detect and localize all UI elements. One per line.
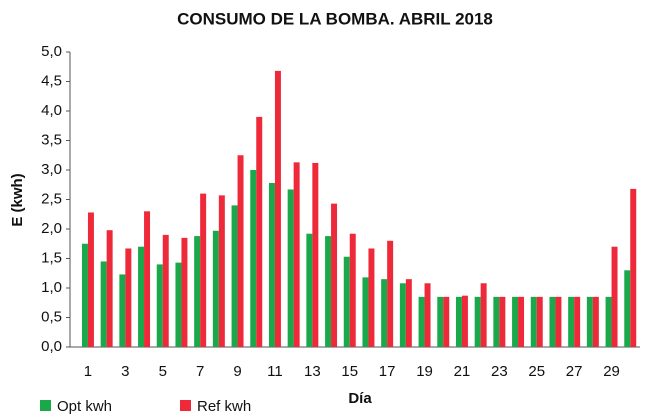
bar xyxy=(231,205,238,347)
bar xyxy=(381,279,388,347)
bar xyxy=(437,296,444,347)
bar xyxy=(256,116,263,348)
bar xyxy=(181,237,188,347)
y-tick-label: 4,5 xyxy=(41,72,62,89)
bar xyxy=(455,296,462,347)
x-tick-label: 1 xyxy=(84,363,92,380)
bar xyxy=(624,270,631,347)
bar xyxy=(443,296,450,347)
y-tick-label: 3,0 xyxy=(41,161,62,178)
bar xyxy=(162,234,169,347)
bar xyxy=(306,233,313,347)
bar xyxy=(536,296,543,347)
bar xyxy=(194,236,201,347)
bar xyxy=(592,296,599,347)
bar xyxy=(87,212,94,347)
bar xyxy=(530,296,537,347)
bar xyxy=(312,162,319,347)
x-tick-label: 27 xyxy=(566,363,583,380)
bar xyxy=(175,262,182,347)
bar xyxy=(630,188,637,347)
bar xyxy=(287,189,294,347)
bar xyxy=(100,261,107,347)
bar xyxy=(424,283,431,347)
x-tick-label: 9 xyxy=(233,363,241,380)
bar xyxy=(125,248,132,347)
bar xyxy=(218,195,225,347)
bar xyxy=(405,279,412,347)
bar xyxy=(106,230,113,347)
bar xyxy=(518,296,525,347)
y-tick-label: 0,0 xyxy=(41,338,62,355)
bar xyxy=(568,296,575,347)
x-tick-label: 13 xyxy=(304,363,321,380)
x-tick-label: 11 xyxy=(267,363,283,380)
y-tick-label: 5,0 xyxy=(41,43,62,60)
y-tick-label: 2,0 xyxy=(41,220,62,237)
x-tick-label: 21 xyxy=(454,363,471,380)
bar xyxy=(586,296,593,347)
y-tick-label: 2,5 xyxy=(41,190,62,207)
x-tick-label: 3 xyxy=(121,363,129,380)
bar xyxy=(119,274,126,347)
bar xyxy=(362,277,369,347)
y-tick-label: 4,0 xyxy=(41,102,62,119)
chart-title: CONSUMO DE LA BOMBA. ABRIL 2018 xyxy=(177,9,493,28)
y-tick-label: 3,5 xyxy=(41,131,62,148)
x-axis-label: Día xyxy=(348,390,372,407)
bar xyxy=(268,182,275,347)
bar xyxy=(237,155,244,347)
bar xyxy=(461,295,468,347)
legend-swatch xyxy=(40,400,51,411)
bar xyxy=(81,243,88,347)
bar xyxy=(331,203,338,347)
bar xyxy=(611,246,618,347)
legend-label: Ref kwh xyxy=(197,398,251,414)
bar xyxy=(144,211,151,347)
bar xyxy=(325,236,332,347)
bar xyxy=(399,283,406,347)
bar xyxy=(250,170,257,347)
x-tick-label: 23 xyxy=(491,363,508,380)
legend-swatch xyxy=(180,400,191,411)
bar xyxy=(555,296,562,347)
x-tick-label: 19 xyxy=(416,363,433,380)
bar xyxy=(418,296,425,347)
bar xyxy=(138,246,145,347)
y-tick-label: 1,0 xyxy=(41,279,62,296)
y-tick-label: 0,5 xyxy=(41,308,62,325)
bar xyxy=(549,296,556,347)
bar xyxy=(343,256,350,347)
bar xyxy=(474,296,481,347)
bar xyxy=(499,296,506,347)
bar xyxy=(493,296,500,347)
bar xyxy=(512,296,519,347)
x-tick-label: 25 xyxy=(528,363,545,380)
x-tick-label: 17 xyxy=(379,363,396,380)
x-tick-label: 29 xyxy=(603,363,620,380)
bar xyxy=(274,70,281,347)
bar xyxy=(387,240,394,347)
bar xyxy=(605,296,612,347)
bar xyxy=(200,193,207,347)
x-tick-label: 5 xyxy=(159,363,167,380)
bar xyxy=(212,230,219,347)
bar xyxy=(574,296,581,347)
bar xyxy=(368,248,375,347)
x-tick-label: 7 xyxy=(196,363,204,380)
legend-label: Opt kwh xyxy=(57,398,112,414)
x-tick-label: 15 xyxy=(341,363,358,380)
bar xyxy=(349,233,356,347)
bar xyxy=(480,283,487,347)
y-tick-label: 1,5 xyxy=(41,249,62,266)
y-axis-label: E (kwh) xyxy=(9,173,26,226)
bar xyxy=(293,162,300,347)
bar xyxy=(156,264,163,347)
